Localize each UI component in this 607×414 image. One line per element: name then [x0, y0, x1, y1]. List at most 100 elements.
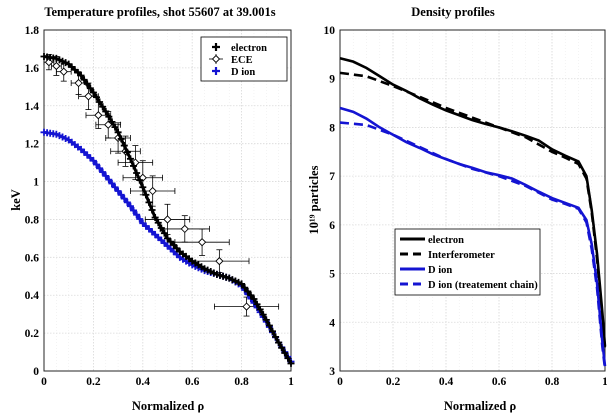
axes-box: [43, 29, 292, 372]
y-tick-label: 1.6: [25, 63, 40, 75]
electron-marker: [262, 316, 270, 324]
legend-swatch-ece: [211, 54, 221, 64]
y-tick-label: 6: [329, 220, 335, 232]
electron-marker: [111, 123, 119, 131]
ion-marker: [114, 187, 122, 195]
electron-marker: [114, 128, 122, 136]
ece-marker: [138, 173, 147, 182]
x-tick-label: 1: [288, 376, 294, 388]
electron-marker: [126, 155, 134, 163]
y-tick-label: 1.8: [25, 25, 40, 37]
ece-point: [174, 228, 230, 256]
ion-marker: [108, 179, 116, 187]
ece-marker: [94, 111, 103, 120]
electron-marker: [160, 229, 168, 237]
ion-marker: [123, 198, 131, 206]
x-tick-label: 0.4: [136, 376, 151, 388]
x-axis-label: Normalized ρ: [444, 399, 517, 413]
plot-marks: [339, 56, 607, 369]
temperature-chart: Temperature profiles, shot 55607 at 39.0…: [9, 5, 295, 413]
electron-marker: [281, 349, 289, 357]
electron-marker: [250, 295, 258, 303]
y-tick-label: 1.4: [25, 101, 40, 113]
y-tick-label: 3: [329, 366, 335, 378]
electron-marker: [154, 219, 162, 227]
ece-marker: [74, 78, 83, 88]
ion-marker: [136, 215, 144, 223]
electron-marker: [96, 98, 104, 106]
y-tick-label: 0.6: [25, 252, 40, 264]
electron-series: [40, 53, 295, 367]
legend-label-ion: D ion: [231, 67, 255, 78]
electron-marker: [89, 89, 97, 97]
ion-marker: [133, 211, 141, 219]
electron-marker: [130, 162, 138, 170]
electron-marker: [77, 71, 85, 79]
ece-point: [144, 203, 191, 236]
legend-swatch-electron: [212, 43, 220, 51]
electron-marker: [272, 333, 280, 341]
electron-marker: [265, 322, 273, 330]
electron-marker: [123, 148, 131, 156]
x-tick-label: 0.8: [234, 376, 249, 388]
x-tick-label: 0.6: [185, 376, 200, 388]
density-series-line: [339, 121, 607, 369]
ece-point: [122, 160, 163, 196]
grid: [339, 29, 606, 372]
x-tick-label: 1: [602, 376, 607, 388]
y-tick-label: 10: [324, 25, 336, 37]
electron-marker: [102, 107, 110, 115]
electron-marker: [268, 327, 276, 335]
electron-marker: [117, 135, 125, 143]
ece-marker: [148, 186, 157, 196]
ion-marker: [99, 168, 107, 176]
electron-marker: [133, 169, 141, 177]
ece-marker: [84, 92, 93, 101]
y-tick-label: 0.2: [25, 328, 40, 340]
chart-title: Temperature profiles, shot 55607 at 39.0…: [44, 5, 275, 19]
y-axis-label: 10¹⁹ particles: [307, 165, 321, 234]
chart-title: Density profiles: [411, 5, 495, 19]
y-tick-label: 9: [329, 74, 335, 86]
electron-marker: [83, 80, 91, 88]
electron-marker: [238, 280, 246, 288]
ion-marker: [92, 161, 100, 169]
legend: electron Interferometer D ion D ion (treate…: [394, 228, 541, 296]
electron-marker: [139, 183, 147, 191]
ece-marker: [197, 238, 207, 247]
ece-marker: [59, 67, 68, 76]
x-tick-label: 0.2: [386, 376, 401, 388]
y-tick-label: 8: [329, 122, 335, 134]
x-axis-label: Normalized ρ: [132, 399, 205, 413]
y-tick-label: 5: [329, 269, 335, 281]
plot-area: [44, 30, 291, 371]
legend-label: D ion: [428, 265, 452, 276]
ion-marker: [117, 191, 125, 199]
grid: [43, 29, 292, 372]
electron-marker: [105, 113, 113, 121]
ion-marker: [89, 157, 97, 165]
y-tick-label: 0: [33, 366, 39, 378]
ece-marker: [163, 215, 172, 224]
y-axis-label: keV: [9, 189, 23, 211]
electron-marker: [256, 305, 264, 313]
electron-marker: [120, 142, 128, 150]
x-tick-label: 0: [337, 376, 343, 388]
electron-marker: [241, 284, 249, 292]
plot-marks: [40, 53, 295, 367]
electron-marker: [287, 359, 295, 367]
electron-marker: [247, 291, 255, 299]
ion-marker: [130, 206, 138, 214]
electron-marker: [92, 93, 100, 101]
electron-marker: [275, 339, 283, 347]
ece-marker: [215, 256, 224, 266]
ion-marker: [120, 195, 128, 203]
electron-marker: [278, 344, 286, 352]
legend-label-electron: electron: [231, 43, 267, 54]
ece-marker: [104, 120, 113, 129]
x-tick-label: 0.6: [492, 376, 507, 388]
electron-marker: [253, 300, 261, 308]
legend-label: Interferometer: [428, 250, 495, 261]
